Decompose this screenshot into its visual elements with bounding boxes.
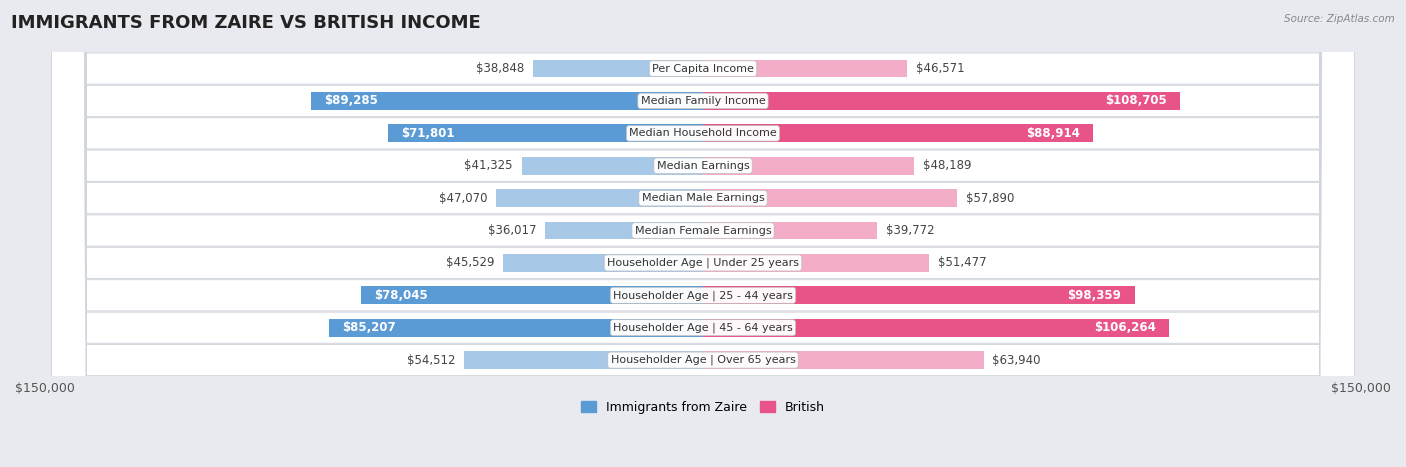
Bar [703,124,1092,142]
Text: $63,940: $63,940 [993,354,1040,367]
Text: $98,359: $98,359 [1067,289,1122,302]
Text: Median Family Income: Median Family Income [641,96,765,106]
Text: $39,772: $39,772 [886,224,935,237]
Bar [329,319,703,337]
Text: $57,890: $57,890 [966,191,1014,205]
Text: $71,801: $71,801 [401,127,454,140]
Text: $88,914: $88,914 [1026,127,1080,140]
Bar [703,254,929,272]
Text: $36,017: $36,017 [488,224,536,237]
Text: $89,285: $89,285 [325,94,378,107]
Legend: Immigrants from Zaire, British: Immigrants from Zaire, British [576,396,830,418]
Bar [703,92,1180,110]
Bar [703,351,984,369]
Bar [703,157,914,175]
Text: IMMIGRANTS FROM ZAIRE VS BRITISH INCOME: IMMIGRANTS FROM ZAIRE VS BRITISH INCOME [11,14,481,32]
Bar [464,351,703,369]
Bar [703,222,877,240]
Bar [703,60,907,78]
Text: $51,477: $51,477 [938,256,986,269]
Bar [496,189,703,207]
Text: $38,848: $38,848 [475,62,524,75]
Bar [388,124,703,142]
Bar [311,92,703,110]
Text: Householder Age | Under 25 years: Householder Age | Under 25 years [607,258,799,268]
Text: $45,529: $45,529 [446,256,495,269]
Text: Householder Age | Over 65 years: Householder Age | Over 65 years [610,355,796,365]
FancyBboxPatch shape [52,0,1354,467]
Text: Median Female Earnings: Median Female Earnings [634,226,772,235]
Text: $78,045: $78,045 [374,289,427,302]
FancyBboxPatch shape [52,0,1354,467]
Bar [522,157,703,175]
Text: $108,705: $108,705 [1105,94,1167,107]
FancyBboxPatch shape [52,0,1354,467]
FancyBboxPatch shape [52,0,1354,467]
Text: Median Household Income: Median Household Income [628,128,778,138]
Text: Per Capita Income: Per Capita Income [652,64,754,74]
FancyBboxPatch shape [52,0,1354,467]
FancyBboxPatch shape [52,0,1354,467]
Text: Median Earnings: Median Earnings [657,161,749,171]
Bar [360,286,703,304]
Text: Source: ZipAtlas.com: Source: ZipAtlas.com [1284,14,1395,24]
Text: Householder Age | 45 - 64 years: Householder Age | 45 - 64 years [613,322,793,333]
Text: Median Male Earnings: Median Male Earnings [641,193,765,203]
Text: $46,571: $46,571 [917,62,965,75]
FancyBboxPatch shape [52,0,1354,467]
Text: $106,264: $106,264 [1094,321,1156,334]
Bar [546,222,703,240]
Text: $54,512: $54,512 [406,354,456,367]
Text: $41,325: $41,325 [464,159,513,172]
Bar [703,286,1135,304]
Text: $85,207: $85,207 [342,321,396,334]
Text: Householder Age | 25 - 44 years: Householder Age | 25 - 44 years [613,290,793,301]
FancyBboxPatch shape [52,0,1354,467]
Text: $47,070: $47,070 [439,191,488,205]
FancyBboxPatch shape [52,0,1354,467]
Bar [703,189,957,207]
Bar [703,319,1170,337]
Bar [533,60,703,78]
FancyBboxPatch shape [52,0,1354,467]
Text: $48,189: $48,189 [924,159,972,172]
Bar [503,254,703,272]
